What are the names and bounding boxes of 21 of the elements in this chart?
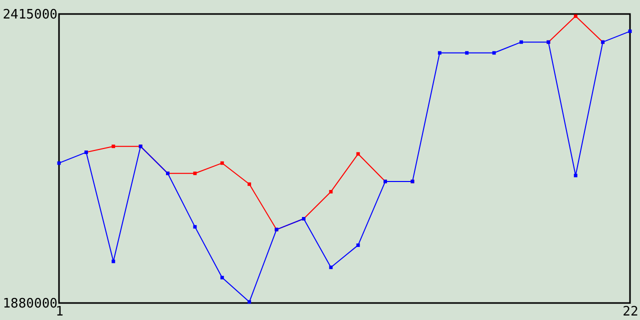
- point: [465, 51, 469, 55]
- y-tick-label: 1880000: [2, 296, 58, 312]
- point: [520, 40, 523, 44]
- point: [193, 172, 197, 176]
- point: [220, 161, 224, 165]
- point: [193, 225, 197, 229]
- point: [356, 243, 360, 247]
- x-tick-label: 1: [56, 304, 64, 320]
- y-tick-label: 2415000: [2, 8, 58, 22]
- point: [574, 14, 578, 18]
- point: [220, 276, 224, 280]
- point: [356, 152, 360, 156]
- point: [112, 144, 116, 148]
- point: [329, 190, 333, 194]
- point: [492, 51, 496, 55]
- point: [438, 51, 442, 55]
- point: [248, 300, 252, 304]
- x-tick-label: 22: [622, 304, 638, 320]
- point: [329, 266, 333, 270]
- point: [248, 182, 252, 186]
- point: [112, 260, 116, 264]
